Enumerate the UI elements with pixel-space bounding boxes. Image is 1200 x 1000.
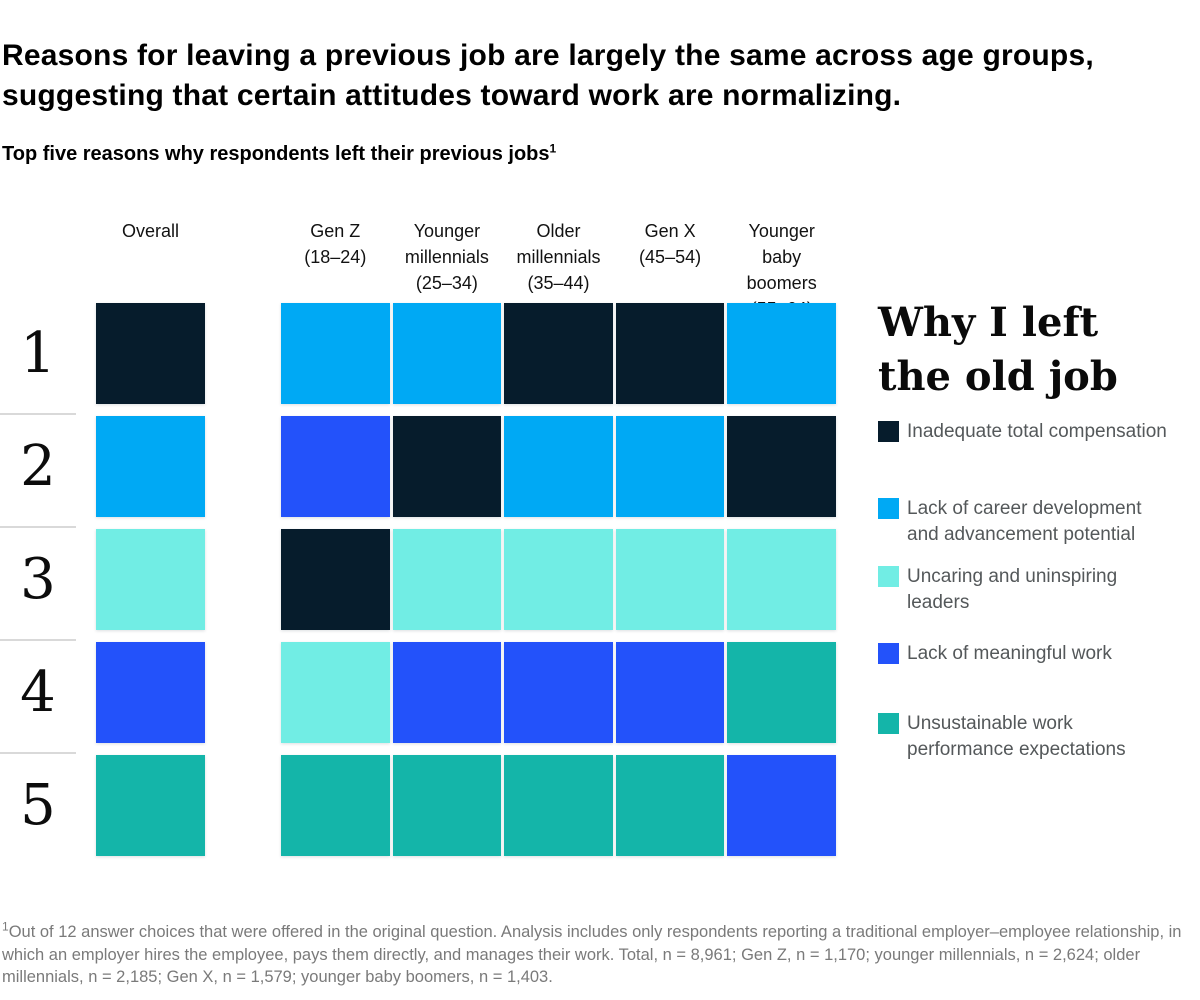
grid-cell (727, 642, 836, 743)
grid-cell (504, 755, 613, 856)
grid-cell (615, 303, 725, 404)
chart-subtitle-text: Top five reasons why respondents left th… (2, 143, 550, 165)
grid-cell (281, 529, 390, 630)
grid-cell (727, 416, 836, 517)
grid-cell (727, 529, 836, 630)
legend-item: Inadequate total compensation (878, 419, 1167, 445)
grid-cell (392, 416, 502, 517)
legend-swatch (878, 421, 899, 442)
column-header: Younger millennials (25–34) (404, 221, 489, 293)
footnote: 1Out of 12 answer choices that were offe… (2, 921, 1194, 989)
row-separator (0, 752, 76, 754)
legend-items: Inadequate total compensation Lack of car… (878, 296, 1194, 796)
legend-swatch (878, 498, 899, 519)
grid-cell (392, 529, 502, 630)
grid-cell (392, 642, 502, 743)
rank-label: 2 (20, 434, 56, 499)
column-header: Older millennials (35–44) (516, 221, 601, 293)
legend-label: Uncaring and uninspiring leaders (907, 566, 1118, 613)
rank-row: 1 (0, 303, 840, 404)
grid-cell-overall (96, 416, 205, 517)
grid-cell (281, 642, 390, 743)
rank-label: 3 (20, 547, 56, 612)
grid-cell-overall (96, 642, 205, 743)
legend-item: Uncaring and uninspiring leaders (878, 564, 1117, 616)
grid-cell-overall (96, 529, 205, 630)
rank-row: 5 (0, 755, 840, 856)
grid-cell (615, 416, 725, 517)
legend-label: Lack of career development and advanceme… (907, 498, 1142, 545)
rank-label: 1 (20, 321, 56, 386)
grid-cell (615, 529, 725, 630)
rank-row: 4 (0, 642, 840, 743)
subtitle-footnote-marker: 1 (549, 141, 557, 156)
grid-cell (392, 303, 502, 404)
column-header-overall: Overall (121, 221, 179, 241)
rank-grid: Overall Gen Z (18–24) Younger millennials… (0, 218, 840, 868)
grid-cell (392, 755, 502, 856)
grid-cell (727, 755, 836, 856)
grid-cell-overall (96, 755, 205, 856)
rank-row: 3 (0, 529, 840, 630)
legend-label: Inadequate total compensation (907, 421, 1167, 442)
grid-cell (281, 303, 390, 404)
legend-swatch (878, 643, 899, 664)
grid-cell (504, 303, 613, 404)
grid-cell (504, 642, 613, 743)
grid-cell-overall (96, 303, 205, 404)
legend-label: Lack of meaningful work (907, 643, 1112, 664)
row-separator (0, 413, 76, 415)
rank-label: 5 (20, 773, 56, 838)
legend-swatch (878, 566, 899, 587)
header-row: Overall Gen Z (18–24) Younger millennials… (0, 218, 840, 319)
row-separator (0, 526, 76, 528)
grid-cell (615, 755, 725, 856)
legend-swatch (878, 713, 899, 734)
legend-item: Unsustainable work performance expectati… (878, 711, 1126, 763)
rank-label: 4 (20, 660, 56, 725)
legend-item: Lack of career development and advanceme… (878, 496, 1141, 548)
grid-cell (281, 755, 390, 856)
legend-label: Unsustainable work performance expectati… (907, 713, 1126, 760)
grid-rows: 1 2 3 4 5 (0, 303, 840, 856)
grid-cell (615, 642, 725, 743)
footnote-marker: 1 (2, 919, 9, 934)
row-separator (0, 639, 76, 641)
legend-item: Lack of meaningful work (878, 641, 1112, 667)
rank-row: 2 (0, 416, 840, 517)
legend: Why I left the old job Inadequate total … (878, 296, 1194, 760)
grid-cell (281, 416, 390, 517)
grid-cell (504, 416, 613, 517)
column-header: Gen Z (18–24) (304, 221, 367, 267)
grid-cell (504, 529, 613, 630)
page-title: Reasons for leaving a previous job are l… (2, 39, 1094, 113)
legend-title: Why I left the old job (878, 299, 1118, 400)
grid-cell (727, 303, 836, 404)
column-header: Gen X (45–54) (639, 221, 702, 267)
chart-subtitle: Top five reasons why respondents left th… (2, 141, 557, 166)
footnote-text: Out of 12 answer choices that were offer… (2, 923, 1182, 986)
